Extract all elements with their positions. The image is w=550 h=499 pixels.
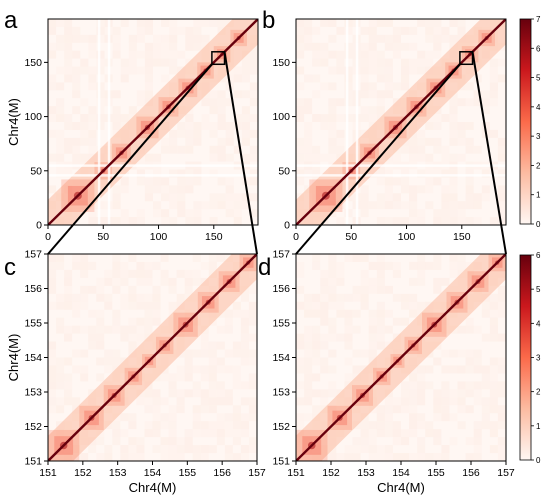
colorbar-tick-label: 0 [536,220,541,229]
y-tick-label: 155 [272,318,290,330]
panel-label: c [4,254,16,281]
x-tick-label: 151 [39,467,57,479]
y-tick-label: 153 [272,387,290,399]
x-tick-label: 152 [74,467,92,479]
panel-label: b [262,7,275,34]
y-tick-label: 0 [36,220,42,232]
zoom-box [459,51,474,66]
x-tick-label: 100 [398,231,416,243]
panel-label: a [4,7,18,34]
gap-stripe [48,174,258,177]
x-tick-label: 155 [427,467,445,479]
x-tick-label: 153 [357,467,375,479]
x-tick-label: 157 [497,467,515,479]
colorbar-tick-label: 3 [536,132,541,141]
x-tick-label: 151 [287,467,305,479]
x-tick-label: 0 [45,231,51,243]
colorbar-tick-label: 1 [536,191,541,200]
colorbar-tick-label: 5 [536,74,541,83]
panel-label: d [258,254,271,281]
zoom-connector-line [47,63,213,255]
heatmap-panel-a: 0 50 100 150 0 50 100 150 a Chr4(M) [4,7,259,243]
y-tick-label: 156 [272,283,290,295]
y-tick-label: 155 [24,318,42,330]
y-tick-label: 152 [24,421,42,433]
colorbar: 0 1 2 3 4 5 6 [519,251,541,465]
main-diagonal [48,254,257,461]
colorbar-tick-label: 5 [536,285,541,294]
x-tick-label: 153 [109,467,127,479]
x-tick-label: 152 [322,467,340,479]
y-tick-label: 156 [24,283,42,295]
y-tick-label: 100 [24,111,42,123]
y-tick-label: 154 [24,352,42,364]
colorbar-tick-label: 7 [536,15,541,24]
y-tick-label: 150 [24,57,42,69]
colorbar-tick-label: 0 [536,456,541,465]
colorbar-tick-label: 2 [536,388,541,397]
y-tick-label: 151 [272,456,290,468]
x-tick-label: 100 [150,231,168,243]
gap-stripe [355,19,359,225]
x-tick-label: 150 [205,231,223,243]
x-tick-label: 0 [293,231,299,243]
x-axis-label: Chr4(M) [377,480,425,495]
y-tick-label: 153 [24,387,42,399]
x-tick-label: 154 [144,467,162,479]
y-axis-label: Chr4(M) [6,98,21,146]
colorbar-gradient [519,18,532,225]
gap-stripe [48,164,258,167]
panel-frame [295,18,507,226]
y-tick-label: 0 [284,220,290,232]
heatmap-content [296,254,506,461]
colorbar: 0 1 2 3 4 5 6 7 [519,15,541,229]
x-axis-label: Chr4(M) [129,480,177,495]
heatmap-panel-b: 0 50 100 150 0 50 100 150 b [262,7,507,243]
zoom-connector-line [295,63,461,255]
heatmap-content [48,254,257,461]
heatmap-panel-d: 151 152 153 154 155 156 157 151 152 153 154 155 156 1… [258,249,515,496]
x-tick-label: 150 [453,231,471,243]
x-tick-label: 50 [97,231,109,243]
gap-stripe [107,19,111,225]
y-tick-label: 50 [30,165,42,177]
zoom-connector-line [471,51,507,255]
x-tick-label: 50 [345,231,357,243]
colorbar-tick-label: 4 [536,319,541,328]
colorbar-tick-label: 4 [536,103,541,112]
gap-stripe [345,19,349,225]
y-axis-label: Chr4(M) [6,334,21,382]
x-tick-label: 155 [179,467,197,479]
colorbar-tick-label: 1 [536,422,541,431]
y-tick-label: 154 [272,352,290,364]
zoom-connector-line [223,51,258,255]
y-tick-label: 50 [278,165,290,177]
heatmap-panel-c: 151 152 153 154 155 156 157 151 152 153 154 155 156 1… [4,249,266,496]
x-tick-label: 154 [392,467,410,479]
y-tick-label: 150 [272,57,290,69]
x-tick-label: 156 [213,467,231,479]
x-tick-label: 156 [462,467,480,479]
colorbar-tick-label: 6 [536,251,541,260]
y-tick-label: 151 [24,456,42,468]
y-tick-label: 152 [272,421,290,433]
main-diagonal [296,254,506,461]
main-diagonal [296,19,506,225]
y-tick-label: 157 [24,249,42,261]
colorbar-tick-label: 6 [536,44,541,53]
main-diagonal [48,19,258,225]
colorbar-tick-label: 2 [536,161,541,170]
gap-stripe [296,164,506,167]
gap-stripe [97,19,101,225]
y-tick-label: 157 [272,249,290,261]
x-tick-label: 157 [248,467,266,479]
colorbar-gradient [519,254,532,461]
y-tick-label: 100 [272,111,290,123]
panel-frame [47,18,259,226]
gap-stripe [296,174,506,177]
colorbar-tick-label: 3 [536,354,541,363]
